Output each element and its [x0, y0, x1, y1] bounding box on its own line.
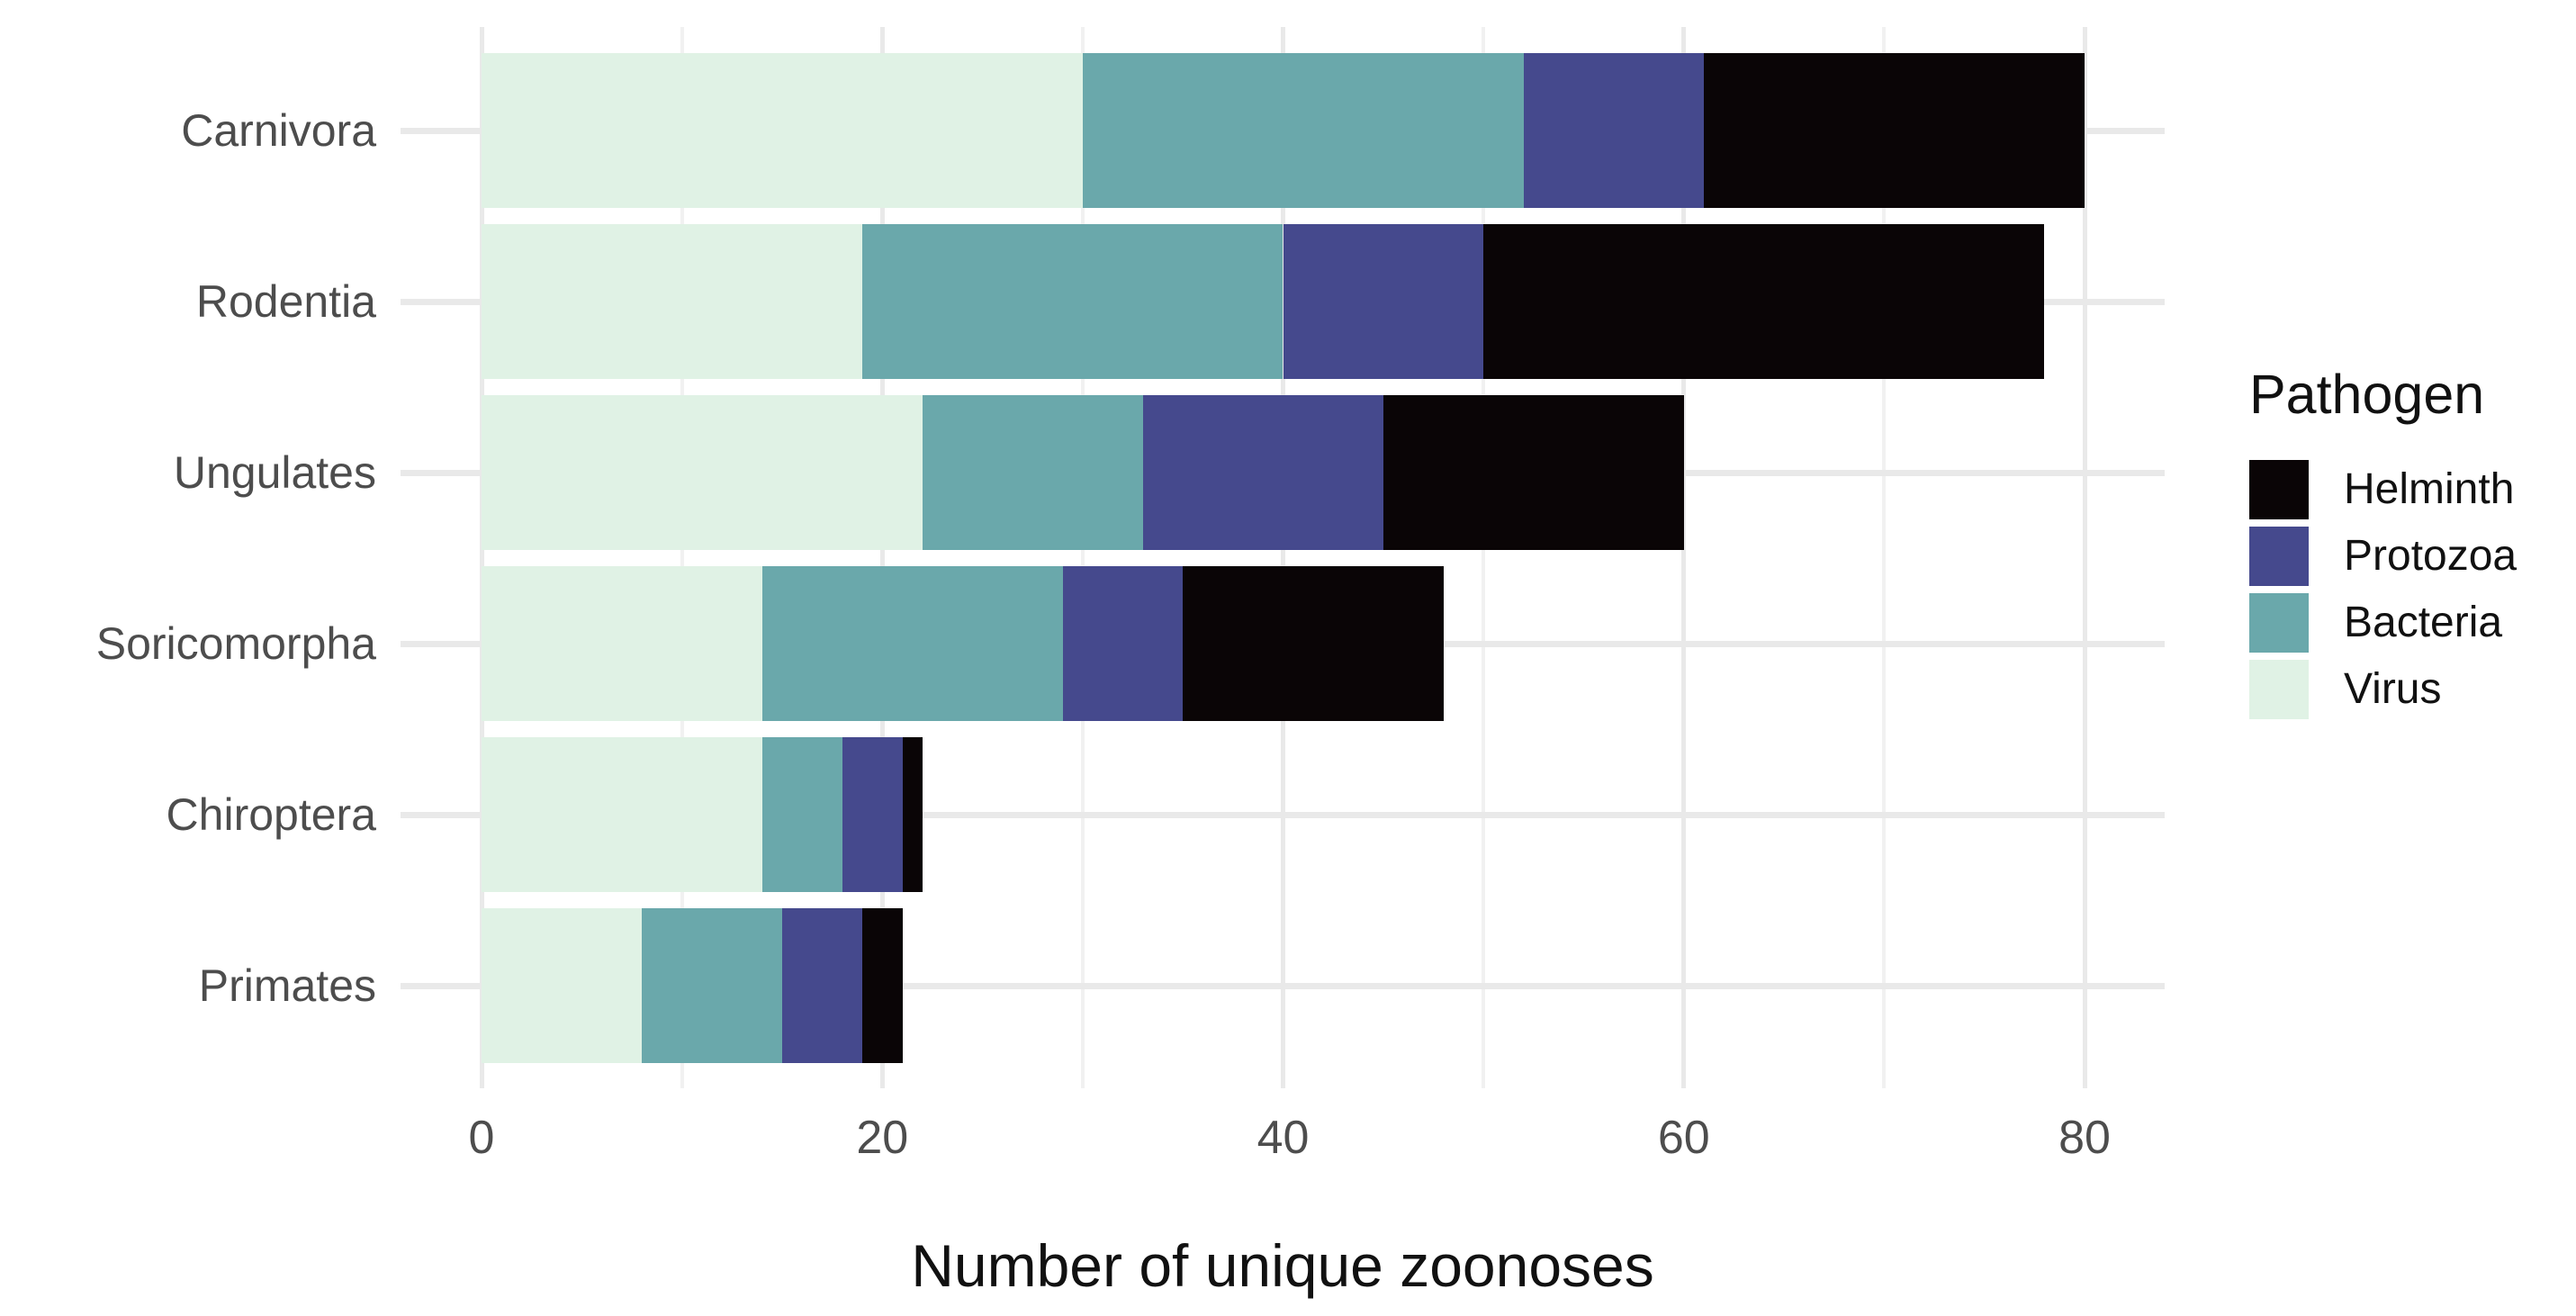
plot-panel — [401, 27, 2165, 1088]
legend-swatch-protozoa — [2249, 527, 2309, 586]
bar-segment-rodentia-protozoa — [1283, 224, 1484, 379]
legend-label-bacteria: Bacteria — [2344, 599, 2503, 646]
x-axis-label-60: 60 — [1657, 1112, 1710, 1164]
bar-segment-ungulates-virus — [482, 395, 923, 550]
bar-segment-primates-virus — [482, 908, 643, 1063]
y-axis-label-primates: Primates — [198, 960, 376, 1011]
y-axis-label-carnivora: Carnivora — [181, 105, 376, 156]
gridline-vertical-minor — [1080, 27, 1085, 1088]
bar-segment-primates-bacteria — [642, 908, 782, 1063]
bar-segment-ungulates-protozoa — [1142, 395, 1383, 550]
bar-segment-chiroptera-bacteria — [761, 737, 842, 892]
bar-segment-chiroptera-helminth — [902, 737, 923, 892]
legend-items: Helminth Protozoa Bacteria Virus — [2249, 460, 2573, 719]
gridline-horizontal-major — [401, 982, 2165, 989]
bar-segment-rodentia-helminth — [1483, 224, 2045, 379]
x-axis-label-40: 40 — [1256, 1112, 1310, 1164]
gridline-vertical-major — [2082, 27, 2087, 1088]
bar-segment-chiroptera-protozoa — [842, 737, 903, 892]
bar-segment-primates-protozoa — [781, 908, 862, 1063]
legend-swatch-bacteria — [2249, 593, 2309, 653]
x-axis-title: Number of unique zoonoses — [911, 1232, 1654, 1299]
bar-segment-soricomorpha-helminth — [1183, 566, 1444, 721]
legend-item-helminth: Helminth — [2249, 460, 2573, 519]
bar-primates — [401, 908, 2165, 1063]
gridline-horizontal-major — [401, 811, 2165, 818]
bar-rodentia — [401, 224, 2165, 379]
bar-segment-rodentia-bacteria — [861, 224, 1283, 379]
bar-segment-soricomorpha-protozoa — [1062, 566, 1184, 721]
legend-title: Pathogen — [2249, 364, 2485, 425]
bar-segment-carnivora-virus — [482, 53, 1083, 208]
bar-carnivora — [401, 53, 2165, 208]
legend-item-protozoa: Protozoa — [2249, 527, 2573, 586]
bar-soricomorpha — [401, 566, 2165, 721]
bar-ungulates — [401, 395, 2165, 550]
x-axis-label-20: 20 — [856, 1112, 909, 1164]
y-axis-label-ungulates: Ungulates — [173, 447, 376, 498]
bar-segment-rodentia-virus — [482, 224, 862, 379]
y-axis-label-soricomorpha: Soricomorpha — [95, 618, 376, 669]
gridline-vertical-major — [1681, 27, 1687, 1088]
legend-label-protozoa: Protozoa — [2344, 532, 2517, 580]
gridline-vertical-minor — [1482, 27, 1486, 1088]
bar-segment-soricomorpha-bacteria — [761, 566, 1063, 721]
legend-label-virus: Virus — [2344, 665, 2442, 713]
bar-segment-soricomorpha-virus — [482, 566, 762, 721]
bar-segment-carnivora-protozoa — [1523, 53, 1704, 208]
x-axis-label-80: 80 — [2058, 1112, 2111, 1164]
legend-swatch-virus — [2249, 660, 2309, 719]
y-axis-label-chiroptera: Chiroptera — [166, 789, 376, 840]
bar-segment-primates-helminth — [861, 908, 903, 1063]
gridline-vertical-minor — [680, 27, 684, 1088]
gridline-vertical-major — [1281, 27, 1285, 1088]
gridline-vertical-major — [879, 27, 885, 1088]
bar-segment-ungulates-bacteria — [922, 395, 1143, 550]
legend: Pathogen Helminth Protozoa Bacteria Virus — [2249, 367, 2573, 726]
gridline-vertical-minor — [1882, 27, 1887, 1088]
legend-swatch-helminth — [2249, 460, 2309, 519]
bar-segment-carnivora-helminth — [1704, 53, 2085, 208]
y-axis-label-rodentia: Rodentia — [195, 276, 376, 327]
legend-item-bacteria: Bacteria — [2249, 593, 2573, 653]
legend-label-helminth: Helminth — [2344, 465, 2515, 513]
bar-chiroptera — [401, 737, 2165, 892]
x-axis-label-0: 0 — [468, 1112, 495, 1164]
bar-segment-ungulates-helminth — [1383, 395, 1684, 550]
bar-segment-chiroptera-virus — [482, 737, 762, 892]
gridline-vertical-major — [479, 27, 484, 1088]
bar-segment-carnivora-bacteria — [1082, 53, 1524, 208]
legend-item-virus: Virus — [2249, 660, 2573, 719]
